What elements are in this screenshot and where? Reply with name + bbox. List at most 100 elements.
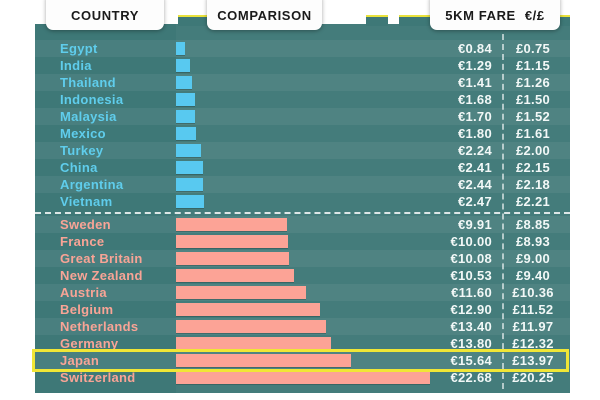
header-chip-fare: 5KM FARE €/£ bbox=[430, 0, 560, 30]
eur-fare-value: €11.60 bbox=[451, 285, 492, 300]
eur-fare-value: €10.53 bbox=[450, 268, 492, 283]
gbp-fare-value: £1.52 bbox=[515, 109, 551, 124]
header-comparison-label: COMPARISON bbox=[217, 8, 312, 23]
gbp-fare-value: £20.25 bbox=[512, 370, 554, 385]
gbp-fare-value: £12.32 bbox=[512, 336, 554, 351]
eur-fare-value: €1.41 bbox=[457, 75, 492, 90]
country-label: Egypt bbox=[60, 41, 98, 56]
country-label: Great Britain bbox=[60, 251, 143, 266]
country-label: Thailand bbox=[60, 75, 116, 90]
fare-bar bbox=[176, 76, 192, 89]
eur-fare-value: €2.47 bbox=[457, 194, 492, 209]
fare-row-netherlands: Netherlands €13.40 £11.97 bbox=[35, 318, 570, 335]
fare-bar bbox=[176, 252, 289, 265]
fare-bar bbox=[176, 303, 320, 316]
eur-fare-value: €2.44 bbox=[457, 177, 492, 192]
gbp-fare-value: £2.15 bbox=[515, 160, 551, 175]
fare-row-austria: Austria €11.60 £10.36 bbox=[35, 284, 570, 301]
header-currency-label: €/£ bbox=[524, 8, 545, 23]
gbp-fare-value: £0.75 bbox=[515, 41, 551, 56]
fare-row-mexico: Mexico €1.80 £1.61 bbox=[35, 125, 570, 142]
fare-table-panel: Egypt €0.84 £0.75 India €1.29 £1.15 Thailand €1… bbox=[32, 24, 570, 393]
fare-row-japan: Japan €15.64 £13.97 bbox=[35, 352, 570, 369]
eur-fare-value: €0.84 bbox=[457, 41, 492, 56]
header-fare-label: 5KM FARE bbox=[445, 8, 516, 23]
fare-bar bbox=[176, 269, 294, 282]
eur-fare-value: €2.41 bbox=[457, 160, 492, 175]
fare-bar bbox=[176, 93, 195, 106]
country-label: Austria bbox=[60, 285, 107, 300]
eur-fare-value: €12.90 bbox=[450, 302, 492, 317]
gbp-fare-value: £11.97 bbox=[512, 319, 554, 334]
header-notch-tab bbox=[366, 15, 388, 26]
fare-row-malaysia: Malaysia €1.70 £1.52 bbox=[35, 108, 570, 125]
gbp-fare-value: £2.00 bbox=[515, 143, 551, 158]
fare-bar bbox=[176, 320, 326, 333]
country-label: Germany bbox=[60, 336, 119, 351]
gbp-fare-value: £2.21 bbox=[515, 194, 551, 209]
fare-row-france: France €10.00 £8.93 bbox=[35, 233, 570, 250]
eur-fare-value: €9.91 bbox=[457, 217, 492, 232]
fare-bar bbox=[176, 178, 203, 191]
fare-row-sweden: Sweden €9.91 £8.85 bbox=[35, 216, 570, 233]
fare-bar bbox=[176, 161, 203, 174]
fare-row-new-zealand: New Zealand €10.53 £9.40 bbox=[35, 267, 570, 284]
fare-row-belgium: Belgium €12.90 £11.52 bbox=[35, 301, 570, 318]
gbp-fare-value: £1.50 bbox=[515, 92, 551, 107]
country-label: New Zealand bbox=[60, 268, 143, 283]
header-chip-country: COUNTRY bbox=[46, 0, 164, 30]
country-label: Netherlands bbox=[60, 319, 139, 334]
fare-row-argentina: Argentina €2.44 £2.18 bbox=[35, 176, 570, 193]
eur-fare-value: €13.80 bbox=[450, 336, 492, 351]
fare-bar bbox=[176, 218, 287, 231]
fare-row-indonesia: Indonesia €1.68 £1.50 bbox=[35, 91, 570, 108]
fare-row-egypt: Egypt €0.84 £0.75 bbox=[35, 40, 570, 57]
country-label: Sweden bbox=[60, 217, 111, 232]
eur-fare-value: €2.24 bbox=[457, 143, 492, 158]
country-label: Turkey bbox=[60, 143, 104, 158]
fare-bar bbox=[176, 144, 201, 157]
eur-fare-value: €15.64 bbox=[450, 353, 492, 368]
fare-row-germany: Germany €13.80 £12.32 bbox=[35, 335, 570, 352]
gbp-fare-value: £1.61 bbox=[515, 126, 551, 141]
fare-row-switzerland: Switzerland €22.68 £20.25 bbox=[35, 369, 570, 386]
fare-bar bbox=[176, 337, 331, 350]
eur-fare-value: €1.68 bbox=[457, 92, 492, 107]
gbp-fare-value: £1.26 bbox=[515, 75, 551, 90]
gbp-fare-value: £11.52 bbox=[512, 302, 554, 317]
fare-bar bbox=[176, 42, 185, 55]
gbp-fare-value: £1.15 bbox=[515, 58, 551, 73]
eur-fare-value: €1.70 bbox=[457, 109, 492, 124]
header-notch-tab bbox=[399, 15, 432, 26]
gbp-fare-value: £2.18 bbox=[515, 177, 551, 192]
group-separator-dashed-line bbox=[35, 212, 570, 214]
eur-fare-value: €10.00 bbox=[450, 234, 492, 249]
eur-fare-value: €13.40 bbox=[450, 319, 492, 334]
header-country-label: COUNTRY bbox=[71, 8, 139, 23]
gbp-fare-value: £8.85 bbox=[515, 217, 551, 232]
header-notch-tab bbox=[555, 15, 570, 26]
country-label: China bbox=[60, 160, 98, 175]
country-label: Switzerland bbox=[60, 370, 136, 385]
fare-row-turkey: Turkey €2.24 £2.00 bbox=[35, 142, 570, 159]
country-label: Belgium bbox=[60, 302, 114, 317]
fare-bar bbox=[176, 110, 195, 123]
fare-row-thailand: Thailand €1.41 £1.26 bbox=[35, 74, 570, 91]
fare-bar bbox=[176, 127, 196, 140]
fare-row-vietnam: Vietnam €2.47 £2.21 bbox=[35, 193, 570, 210]
eur-fare-value: €1.29 bbox=[457, 58, 492, 73]
fare-row-india: India €1.29 £1.15 bbox=[35, 57, 570, 74]
country-label: Indonesia bbox=[60, 92, 124, 107]
fare-bar bbox=[176, 195, 204, 208]
fare-bar bbox=[176, 286, 306, 299]
country-label: Japan bbox=[60, 353, 100, 368]
gbp-fare-value: £13.97 bbox=[512, 353, 554, 368]
header-chip-comparison: COMPARISON bbox=[207, 0, 322, 30]
eur-fare-value: €1.80 bbox=[457, 126, 492, 141]
eur-fare-value: €22.68 bbox=[450, 370, 492, 385]
country-label: Malaysia bbox=[60, 109, 117, 124]
fare-bar bbox=[176, 354, 351, 367]
country-label: Argentina bbox=[60, 177, 124, 192]
gbp-fare-value: £9.40 bbox=[515, 268, 551, 283]
